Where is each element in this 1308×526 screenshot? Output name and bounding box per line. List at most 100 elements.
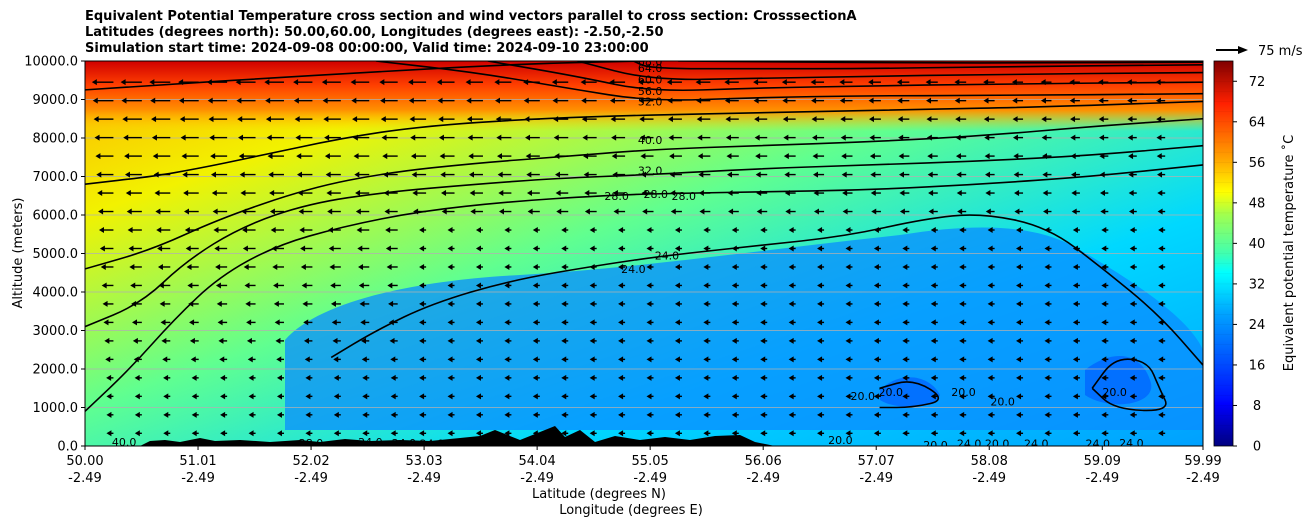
- wind-vector-head: [926, 97, 932, 104]
- wind-vector-head: [273, 300, 279, 307]
- wind-vector-head: [163, 393, 169, 400]
- wind-vector-head: [1014, 208, 1020, 215]
- wind-vector-head: [618, 300, 624, 307]
- wind-vector-head: [97, 190, 103, 197]
- wind-vector-head: [1012, 134, 1018, 141]
- wind-vector-head: [985, 190, 991, 197]
- wind-vector-head: [498, 208, 504, 215]
- wind-vector-head: [930, 430, 936, 437]
- wind-vector-head: [1101, 430, 1107, 437]
- wind-vector-head: [1042, 171, 1048, 178]
- wind-vector-head: [98, 227, 104, 234]
- wind-vector-head: [959, 227, 965, 234]
- wind-vector-head: [219, 356, 225, 363]
- colorbar-tick-label: 64: [1249, 115, 1266, 130]
- wind-vector-head: [295, 134, 301, 141]
- contour-label: 20.0: [879, 386, 904, 399]
- wind-vector-head: [902, 319, 908, 326]
- wind-vector-head: [78, 412, 83, 418]
- wind-vector-head: [646, 245, 652, 252]
- x-tick-label-lat: 56.06: [745, 454, 782, 469]
- y-tick-label: 6000.0: [33, 209, 79, 224]
- wind-vector-head: [1129, 337, 1135, 344]
- wind-vector-head: [618, 282, 624, 289]
- wind-vector-head: [69, 190, 74, 196]
- wind-vector-head: [674, 356, 680, 363]
- wind-vector-head: [526, 171, 532, 178]
- wind-vector-head: [362, 393, 368, 400]
- wind-vector-head: [697, 134, 703, 141]
- wind-vector-head: [1016, 393, 1022, 400]
- contour-label: 24.0: [1086, 438, 1111, 451]
- wind-vector-head: [1071, 208, 1077, 215]
- colorbar: [1214, 61, 1233, 446]
- wind-vector-head: [504, 393, 510, 400]
- wind-vector-head: [163, 374, 169, 381]
- wind-vector-head: [812, 134, 818, 141]
- x-tick-label-lon: -2.49: [407, 471, 441, 486]
- wind-vector-head: [93, 116, 99, 123]
- wind-vector-head: [447, 263, 453, 270]
- wind-vector-head: [554, 171, 560, 178]
- wind-vector-head: [475, 282, 481, 289]
- wind-vector-head: [618, 245, 624, 252]
- wind-vector-head: [384, 208, 390, 215]
- wind-vector-head: [817, 430, 823, 437]
- wind-vector-head: [100, 263, 106, 270]
- wind-vector-head: [333, 356, 339, 363]
- wind-vector-head: [305, 393, 311, 400]
- wind-vector-head: [419, 282, 425, 289]
- wind-vector-head: [902, 411, 908, 418]
- wind-vector-head: [246, 337, 252, 344]
- wind-vector-head: [122, 116, 128, 123]
- wind-vector-head: [957, 208, 963, 215]
- wind-vector-head: [412, 190, 418, 197]
- wind-vector-head: [902, 300, 908, 307]
- wind-vector-head: [1069, 97, 1075, 104]
- cold-core-region: [285, 227, 1203, 430]
- wind-vector-head: [845, 319, 851, 326]
- wind-vector-head: [580, 79, 586, 86]
- colorbar-tick-label: 0: [1253, 440, 1261, 455]
- wind-vector-head: [930, 337, 936, 344]
- wind-vector-head: [928, 190, 934, 197]
- wind-vector-head: [668, 134, 674, 141]
- wind-vector-head: [589, 393, 595, 400]
- wind-vector-head: [561, 263, 567, 270]
- wind-vector-head: [646, 356, 652, 363]
- wind-vector-head: [380, 97, 386, 104]
- wind-vector-head: [959, 411, 965, 418]
- wind-vector-head: [902, 245, 908, 252]
- wind-vector-head: [532, 245, 538, 252]
- wind-vector-head: [553, 134, 559, 141]
- wind-vector-head: [618, 411, 624, 418]
- wind-vector-head: [296, 153, 302, 160]
- colorbar-tick-label: 32: [1249, 277, 1266, 292]
- wind-vector-head: [359, 300, 365, 307]
- wind-vector-head: [1072, 374, 1078, 381]
- wind-vector-head: [475, 411, 481, 418]
- contour-label: 24.0: [655, 249, 680, 262]
- wind-vector-head: [220, 411, 226, 418]
- contour-label: 20.0: [990, 396, 1015, 409]
- wind-vector-head: [1016, 319, 1022, 326]
- wind-vector-head: [134, 430, 140, 437]
- wind-vector-head: [325, 171, 331, 178]
- contour-label: 24.0: [1024, 438, 1049, 451]
- wind-vector-head: [327, 208, 333, 215]
- wind-vector-head: [873, 337, 879, 344]
- wind-vector-head: [1042, 190, 1048, 197]
- wind-vector-head: [322, 97, 328, 104]
- wind-vector-head: [240, 190, 246, 197]
- wind-vector-head: [927, 153, 933, 160]
- wind-vector-head: [326, 190, 332, 197]
- x-tick-label-lat: 50.00: [66, 454, 103, 469]
- wind-vector-head: [1016, 337, 1022, 344]
- wind-vector-head: [98, 208, 104, 215]
- wind-vector-head: [845, 393, 851, 400]
- wind-vector-head: [357, 245, 363, 252]
- wind-vector-head: [902, 356, 908, 363]
- wind-vector-head: [1129, 411, 1135, 418]
- wind-vector-head: [589, 245, 595, 252]
- wind-vector-head: [959, 263, 965, 270]
